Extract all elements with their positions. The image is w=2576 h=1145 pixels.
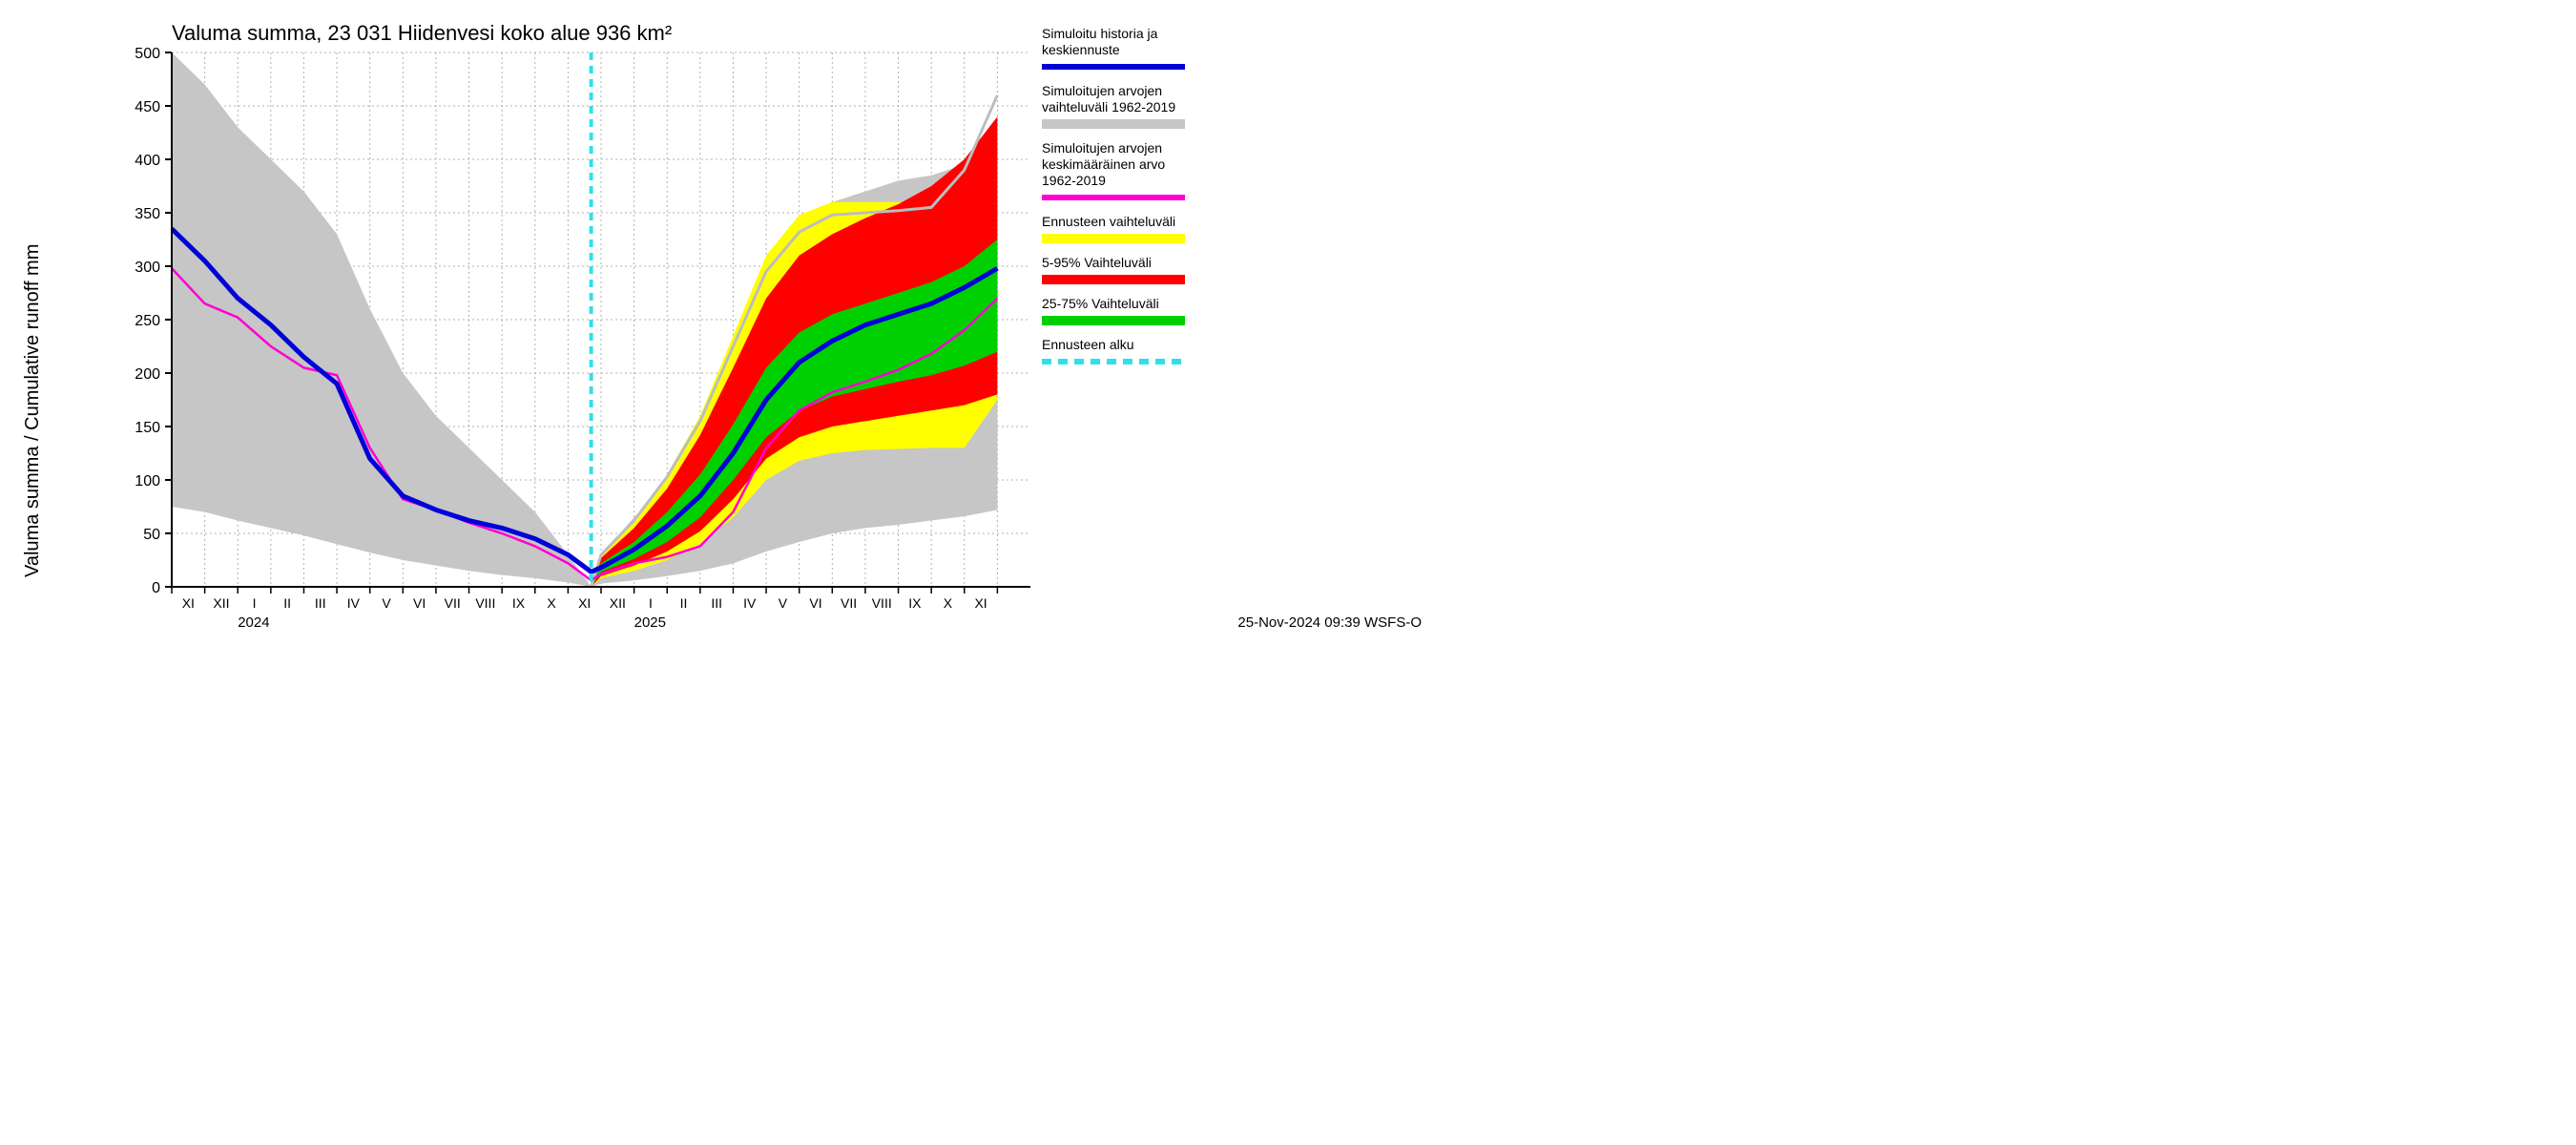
- x-month-label: X: [547, 595, 556, 611]
- x-month-label: II: [680, 595, 688, 611]
- x-month-label: VI: [809, 595, 821, 611]
- x-month-label: VII: [445, 595, 461, 611]
- x-month-label: IX: [512, 595, 526, 611]
- legend-label: Simuloitujen arvojen: [1042, 83, 1162, 98]
- y-tick-label: 250: [135, 313, 160, 329]
- chart-footer: 25-Nov-2024 09:39 WSFS-O: [1237, 614, 1422, 631]
- legend-swatch: [1042, 275, 1185, 284]
- x-month-label: I: [253, 595, 257, 611]
- y-tick-label: 100: [135, 473, 160, 489]
- legend-label: Ennusteen alku: [1042, 337, 1134, 352]
- y-tick-label: 150: [135, 420, 160, 436]
- chart-title: Valuma summa, 23 031 Hiidenvesi koko alu…: [172, 21, 672, 45]
- legend-label: Simuloitu historia ja: [1042, 26, 1158, 41]
- x-month-label: X: [944, 595, 953, 611]
- x-month-label: XII: [213, 595, 229, 611]
- legend-label: 25-75% Vaihteluväli: [1042, 296, 1159, 311]
- y-tick-label: 450: [135, 99, 160, 115]
- x-month-label: XI: [974, 595, 987, 611]
- x-month-label: VIII: [475, 595, 495, 611]
- y-tick-label: 50: [143, 527, 160, 543]
- x-month-label: VIII: [872, 595, 892, 611]
- legend-label: 1962-2019: [1042, 173, 1106, 188]
- x-month-label: IV: [743, 595, 757, 611]
- y-tick-label: 500: [135, 46, 160, 62]
- runoff-forecast-chart: 050100150200250300350400450500XIXIIIIIII…: [0, 0, 1431, 649]
- legend-label: keskiennuste: [1042, 42, 1120, 57]
- legend-label: Ennusteen vaihteluväli: [1042, 214, 1175, 229]
- x-month-label: II: [283, 595, 291, 611]
- y-tick-label: 400: [135, 153, 160, 169]
- x-year-label: 2025: [634, 614, 666, 631]
- x-month-label: I: [649, 595, 653, 611]
- y-tick-label: 200: [135, 366, 160, 383]
- legend-label: Simuloitujen arvojen: [1042, 140, 1162, 156]
- y-tick-label: 350: [135, 206, 160, 222]
- x-month-label: VI: [413, 595, 426, 611]
- x-month-label: V: [779, 595, 788, 611]
- x-month-label: VII: [841, 595, 857, 611]
- legend-label: 5-95% Vaihteluväli: [1042, 255, 1152, 270]
- x-month-label: XI: [578, 595, 591, 611]
- x-month-label: XI: [182, 595, 195, 611]
- x-month-label: III: [315, 595, 326, 611]
- x-month-label: XII: [610, 595, 626, 611]
- legend-label: keskimääräinen arvo: [1042, 156, 1165, 172]
- x-month-label: III: [711, 595, 722, 611]
- y-tick-label: 0: [152, 580, 160, 596]
- x-year-label: 2024: [238, 614, 269, 631]
- legend-label: vaihteluväli 1962-2019: [1042, 99, 1175, 114]
- x-month-label: IV: [347, 595, 361, 611]
- x-month-label: IX: [908, 595, 922, 611]
- y-axis-label: Valuma summa / Cumulative runoff mm: [22, 244, 43, 577]
- legend-swatch: [1042, 234, 1185, 243]
- chart-svg: 050100150200250300350400450500XIXIIIIIII…: [0, 0, 1431, 649]
- legend-swatch: [1042, 119, 1185, 129]
- y-tick-label: 300: [135, 260, 160, 276]
- x-month-label: V: [382, 595, 391, 611]
- legend-swatch: [1042, 316, 1185, 325]
